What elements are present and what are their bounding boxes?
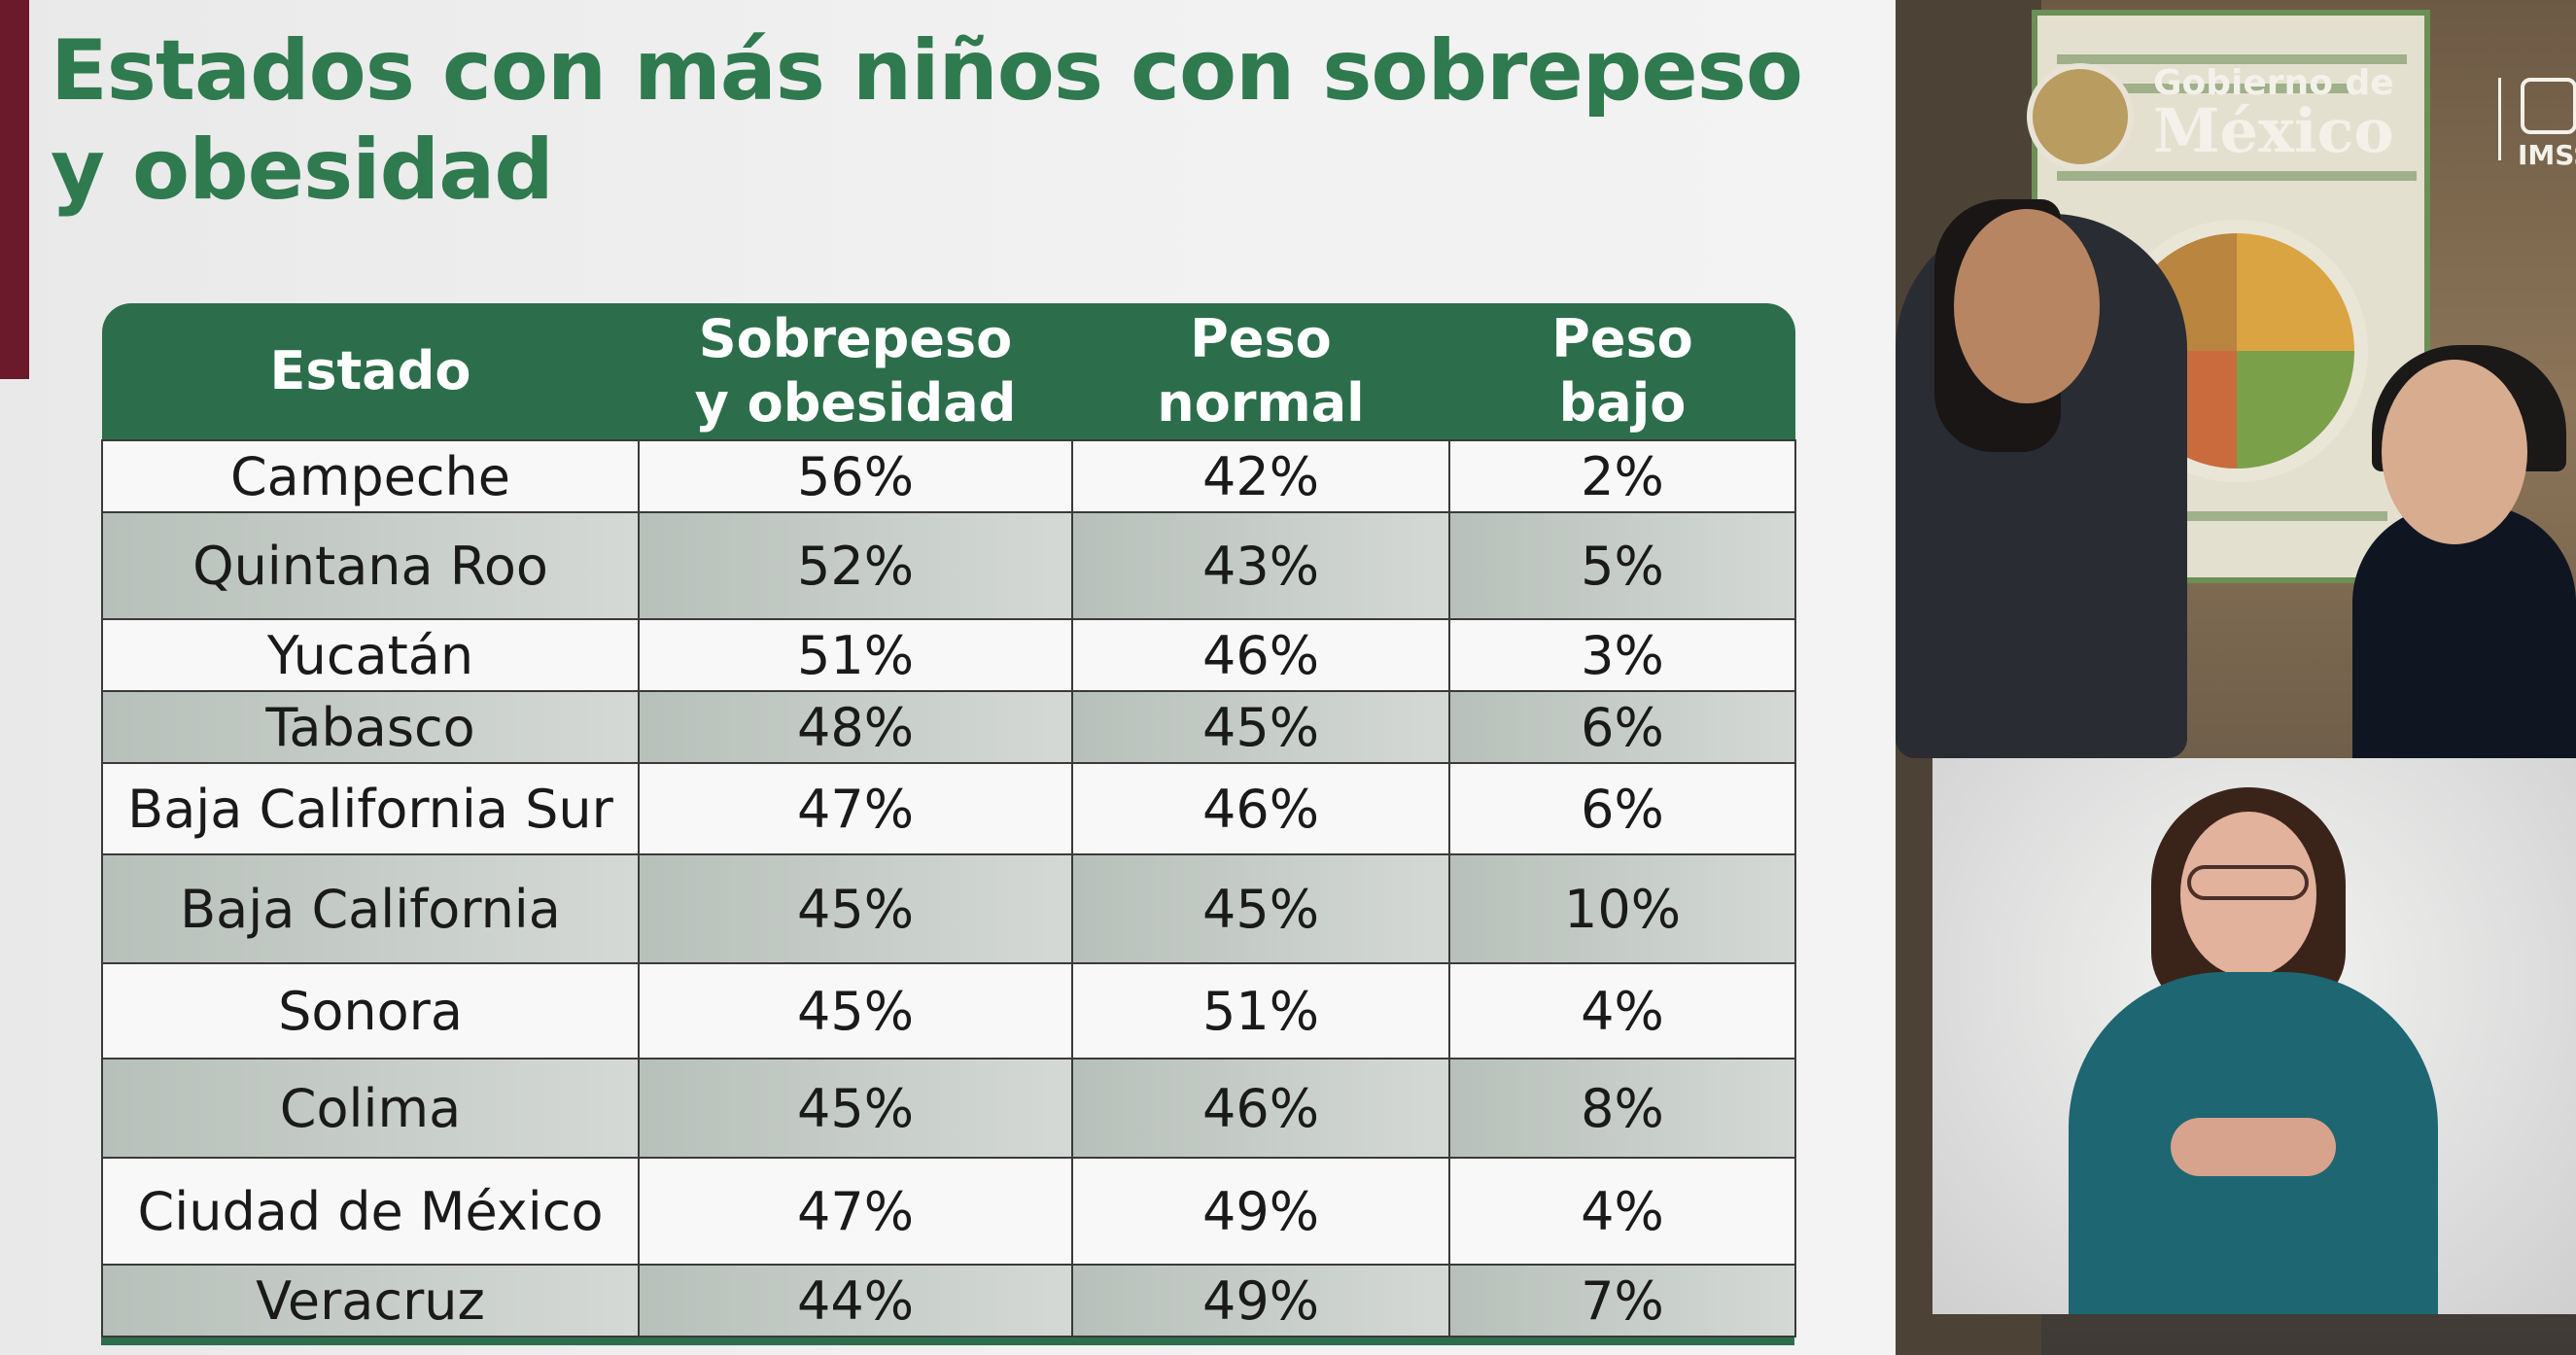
- overweight-table: Estado Sobrepeso y obesidad Peso normal …: [101, 303, 1796, 1338]
- column-header: Peso bajo: [1449, 303, 1795, 440]
- table-cell: 47%: [638, 762, 1073, 855]
- table-cell: 51%: [638, 618, 1073, 692]
- table-cell: Veracruz: [101, 1264, 640, 1338]
- table-cell: Ciudad de México: [101, 1157, 640, 1266]
- poster-decoration: [2057, 511, 2387, 521]
- maroon-accent-bar: [0, 0, 29, 379]
- table-cell: 45%: [638, 853, 1073, 964]
- poster-decoration: [2057, 54, 2407, 64]
- gobierno-mexico-logo: Gobierno de México IMSS: [2027, 53, 2576, 180]
- table-row: Campeche 56% 42% 2%: [101, 439, 1796, 513]
- table-row: Yucatán 51% 46% 3%: [101, 618, 1796, 692]
- table-cell: 2%: [1448, 439, 1796, 513]
- table-cell: 48%: [638, 690, 1073, 764]
- table-row: Sonora 45% 51% 4%: [101, 962, 1796, 1060]
- table-cell: 42%: [1071, 439, 1450, 513]
- column-header: Estado: [102, 303, 639, 440]
- table-cell: 3%: [1448, 618, 1796, 692]
- poster-decoration: [2057, 171, 2417, 181]
- table-cell: 46%: [1071, 618, 1450, 692]
- logo-line1: Gobierno de: [2153, 63, 2394, 103]
- table-cell: Baja California Sur: [101, 762, 640, 855]
- table-cell: 49%: [1071, 1264, 1450, 1338]
- data-table-container: Estado Sobrepeso y obesidad Peso normal …: [101, 303, 1796, 1345]
- table-row: Veracruz 44% 49% 7%: [101, 1264, 1796, 1338]
- table-row: Baja California 45% 45% 10%: [101, 853, 1796, 964]
- logo-separator: [2498, 78, 2501, 160]
- table-cell: 45%: [638, 1058, 1073, 1159]
- table-cell: 4%: [1448, 1157, 1796, 1266]
- table-row: Tabasco 48% 45% 6%: [101, 690, 1796, 764]
- table-cell: 47%: [638, 1157, 1073, 1266]
- table-cell: 45%: [1071, 853, 1450, 964]
- table-cell: 6%: [1448, 690, 1796, 764]
- table-row: Colima 45% 46% 8%: [101, 1058, 1796, 1159]
- slide-title: Estados con más niños con sobrepeso y ob…: [51, 22, 1803, 219]
- person-left-face: [1954, 209, 2100, 403]
- table-cell: Baja California: [101, 853, 640, 964]
- table-cell: 49%: [1071, 1157, 1450, 1266]
- child-right-face: [2382, 360, 2527, 544]
- table-cell: 46%: [1071, 762, 1450, 855]
- presentation-slide: Estados con más niños con sobrepeso y ob…: [0, 0, 1896, 1355]
- table-cell: 4%: [1448, 962, 1796, 1060]
- interpreter-hands: [2171, 1118, 2336, 1176]
- table-cell: Tabasco: [101, 690, 640, 764]
- interpreter-glasses-icon: [2187, 865, 2309, 900]
- table-cell: Sonora: [101, 962, 640, 1060]
- table-cell: Campeche: [101, 439, 640, 513]
- table-row: Baja California Sur 47% 46% 6%: [101, 762, 1796, 855]
- table-cell: Quintana Roo: [101, 511, 640, 620]
- sign-language-interpreter-inset: [1932, 758, 2576, 1314]
- column-header: Sobrepeso y obesidad: [639, 303, 1072, 440]
- table-cell: 8%: [1448, 1058, 1796, 1159]
- table-header-row: Estado Sobrepeso y obesidad Peso normal …: [102, 303, 1795, 440]
- national-seal-icon: [2027, 63, 2134, 170]
- column-header: Peso normal: [1072, 303, 1449, 440]
- table-cell: Yucatán: [101, 618, 640, 692]
- logo-line2: México: [2153, 95, 2394, 166]
- video-feed-panel: Gobierno de México IMSS: [1896, 0, 2576, 1355]
- table-row: Quintana Roo 52% 43% 5%: [101, 511, 1796, 620]
- table-cell: 46%: [1071, 1058, 1450, 1159]
- table-cell: 5%: [1448, 511, 1796, 620]
- table-bottom-bar: [101, 1338, 1794, 1345]
- table-cell: 7%: [1448, 1264, 1796, 1338]
- table-cell: 52%: [638, 511, 1073, 620]
- table-cell: 6%: [1448, 762, 1796, 855]
- table-cell: Colima: [101, 1058, 640, 1159]
- imss-icon: [2521, 78, 2576, 134]
- table-cell: 44%: [638, 1264, 1073, 1338]
- imss-label: IMSS: [2518, 139, 2576, 171]
- table-cell: 51%: [1071, 962, 1450, 1060]
- table-cell: 43%: [1071, 511, 1450, 620]
- poster-decoration: [2057, 84, 2349, 93]
- table-cell: 45%: [638, 962, 1073, 1060]
- table-cell: 10%: [1448, 853, 1796, 964]
- table-row: Ciudad de México 47% 49% 4%: [101, 1157, 1796, 1266]
- child-right-image: [2352, 505, 2576, 797]
- table-cell: 45%: [1071, 690, 1450, 764]
- table-cell: 56%: [638, 439, 1073, 513]
